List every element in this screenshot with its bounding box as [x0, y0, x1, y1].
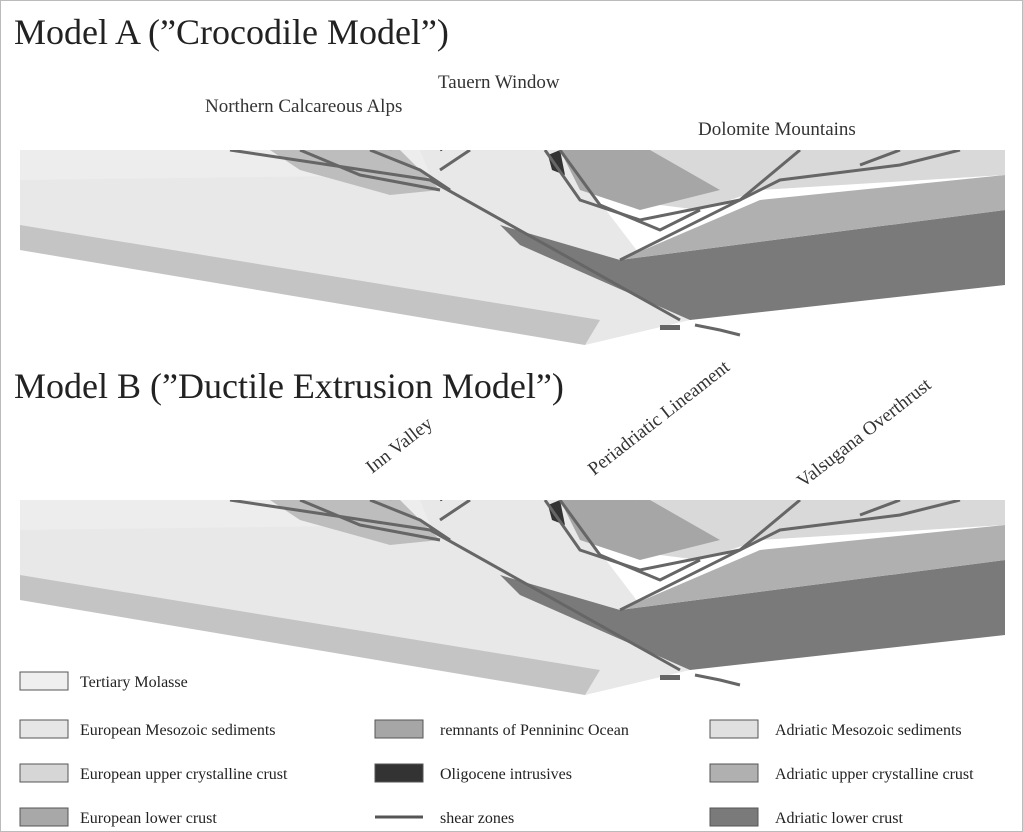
swatch [20, 672, 68, 690]
legend-label: remnants of Pennininc Ocean [440, 722, 629, 739]
model-b: Model B (”Ductile Extrusion Model”) Inn … [14, 356, 1005, 695]
legend-label: European Mesozoic sediments [80, 722, 276, 739]
label: Periadriatic Lineament [584, 356, 734, 480]
swatch [710, 808, 758, 826]
label: Tauern Window [438, 72, 560, 93]
cross-section [20, 56, 1005, 345]
legend-label: Adriatic upper crystalline crust [775, 766, 974, 783]
legend-label: Adriatic lower crust [775, 810, 904, 827]
label: Valsugana Overthrust [793, 374, 936, 492]
swatch [710, 764, 758, 782]
swatch [710, 720, 758, 738]
label: Inn Valley [362, 413, 437, 478]
swatch [375, 720, 423, 738]
model-title: Model A (”Crocodile Model”) [14, 12, 449, 52]
swatch [20, 720, 68, 738]
swatch [20, 764, 68, 782]
legend-label: Adriatic Mesozoic sediments [775, 722, 962, 739]
legend-label: Oligocene intrusives [440, 766, 572, 783]
legend-label: shear zones [440, 810, 514, 827]
legend-label: European lower crust [80, 810, 217, 827]
label: Northern Calcareous Alps [205, 96, 402, 117]
page: Model A (”Crocodile Model”) Tauern Windo… [0, 0, 1023, 832]
swatch [20, 808, 68, 826]
label: Dolomite Mountains [698, 119, 856, 140]
legend-label: Tertiary Molasse [80, 674, 188, 691]
legend: Tertiary Molasse European Mesozoic sedim… [20, 672, 974, 827]
legend-label: European upper crystalline crust [80, 766, 288, 783]
model-title: Model B (”Ductile Extrusion Model”) [14, 366, 564, 406]
swatch [375, 764, 423, 782]
model-a: Model A (”Crocodile Model”) Tauern Windo… [14, 12, 1005, 345]
